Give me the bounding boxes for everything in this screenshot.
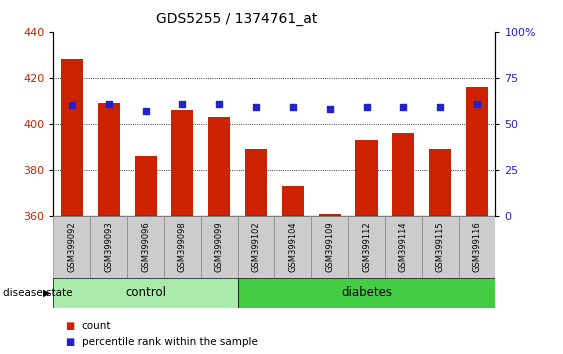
Bar xyxy=(61,59,83,216)
Text: GSM399102: GSM399102 xyxy=(252,222,261,272)
Bar xyxy=(238,278,495,308)
Point xyxy=(215,101,224,107)
Point xyxy=(472,101,481,107)
Bar xyxy=(282,186,304,216)
Point xyxy=(104,101,113,107)
Bar xyxy=(459,216,495,278)
Bar xyxy=(319,214,341,216)
Text: GSM399104: GSM399104 xyxy=(288,222,297,272)
Bar xyxy=(275,216,311,278)
Bar xyxy=(245,149,267,216)
Text: GSM399096: GSM399096 xyxy=(141,222,150,272)
Text: count: count xyxy=(82,321,111,331)
Bar xyxy=(429,149,451,216)
Text: diabetes: diabetes xyxy=(341,286,392,299)
Point xyxy=(288,104,297,110)
Bar xyxy=(355,140,378,216)
Bar xyxy=(164,216,201,278)
Point xyxy=(436,104,445,110)
Text: GSM399114: GSM399114 xyxy=(399,222,408,272)
Bar xyxy=(90,216,127,278)
Bar xyxy=(53,278,238,308)
Bar xyxy=(422,216,459,278)
Text: GDS5255 / 1374761_at: GDS5255 / 1374761_at xyxy=(156,12,317,27)
Bar xyxy=(466,87,488,216)
Bar xyxy=(127,216,164,278)
Text: control: control xyxy=(125,286,166,299)
Text: GSM399099: GSM399099 xyxy=(215,222,224,272)
Point xyxy=(141,108,150,114)
Bar xyxy=(135,156,157,216)
Point xyxy=(362,104,371,110)
Text: GSM399115: GSM399115 xyxy=(436,222,445,272)
Point xyxy=(325,106,334,112)
Bar xyxy=(385,216,422,278)
Text: GSM399116: GSM399116 xyxy=(472,222,481,272)
Bar xyxy=(98,103,120,216)
Bar xyxy=(201,216,238,278)
Text: GSM399112: GSM399112 xyxy=(362,222,371,272)
Text: GSM399092: GSM399092 xyxy=(68,222,77,272)
Text: GSM399098: GSM399098 xyxy=(178,222,187,272)
Text: GSM399109: GSM399109 xyxy=(325,222,334,272)
Text: disease state: disease state xyxy=(3,288,72,298)
Text: GSM399093: GSM399093 xyxy=(104,222,113,272)
Bar xyxy=(208,117,230,216)
Text: percentile rank within the sample: percentile rank within the sample xyxy=(82,337,257,347)
Point xyxy=(399,104,408,110)
Text: ■: ■ xyxy=(65,337,74,347)
Bar xyxy=(392,133,414,216)
Bar xyxy=(171,110,194,216)
Text: ■: ■ xyxy=(65,321,74,331)
Bar xyxy=(238,216,275,278)
Point xyxy=(178,101,187,107)
Point xyxy=(252,104,261,110)
Text: ▶: ▶ xyxy=(43,288,51,298)
Bar xyxy=(53,216,90,278)
Bar xyxy=(348,216,385,278)
Point xyxy=(68,103,77,108)
Bar xyxy=(311,216,348,278)
